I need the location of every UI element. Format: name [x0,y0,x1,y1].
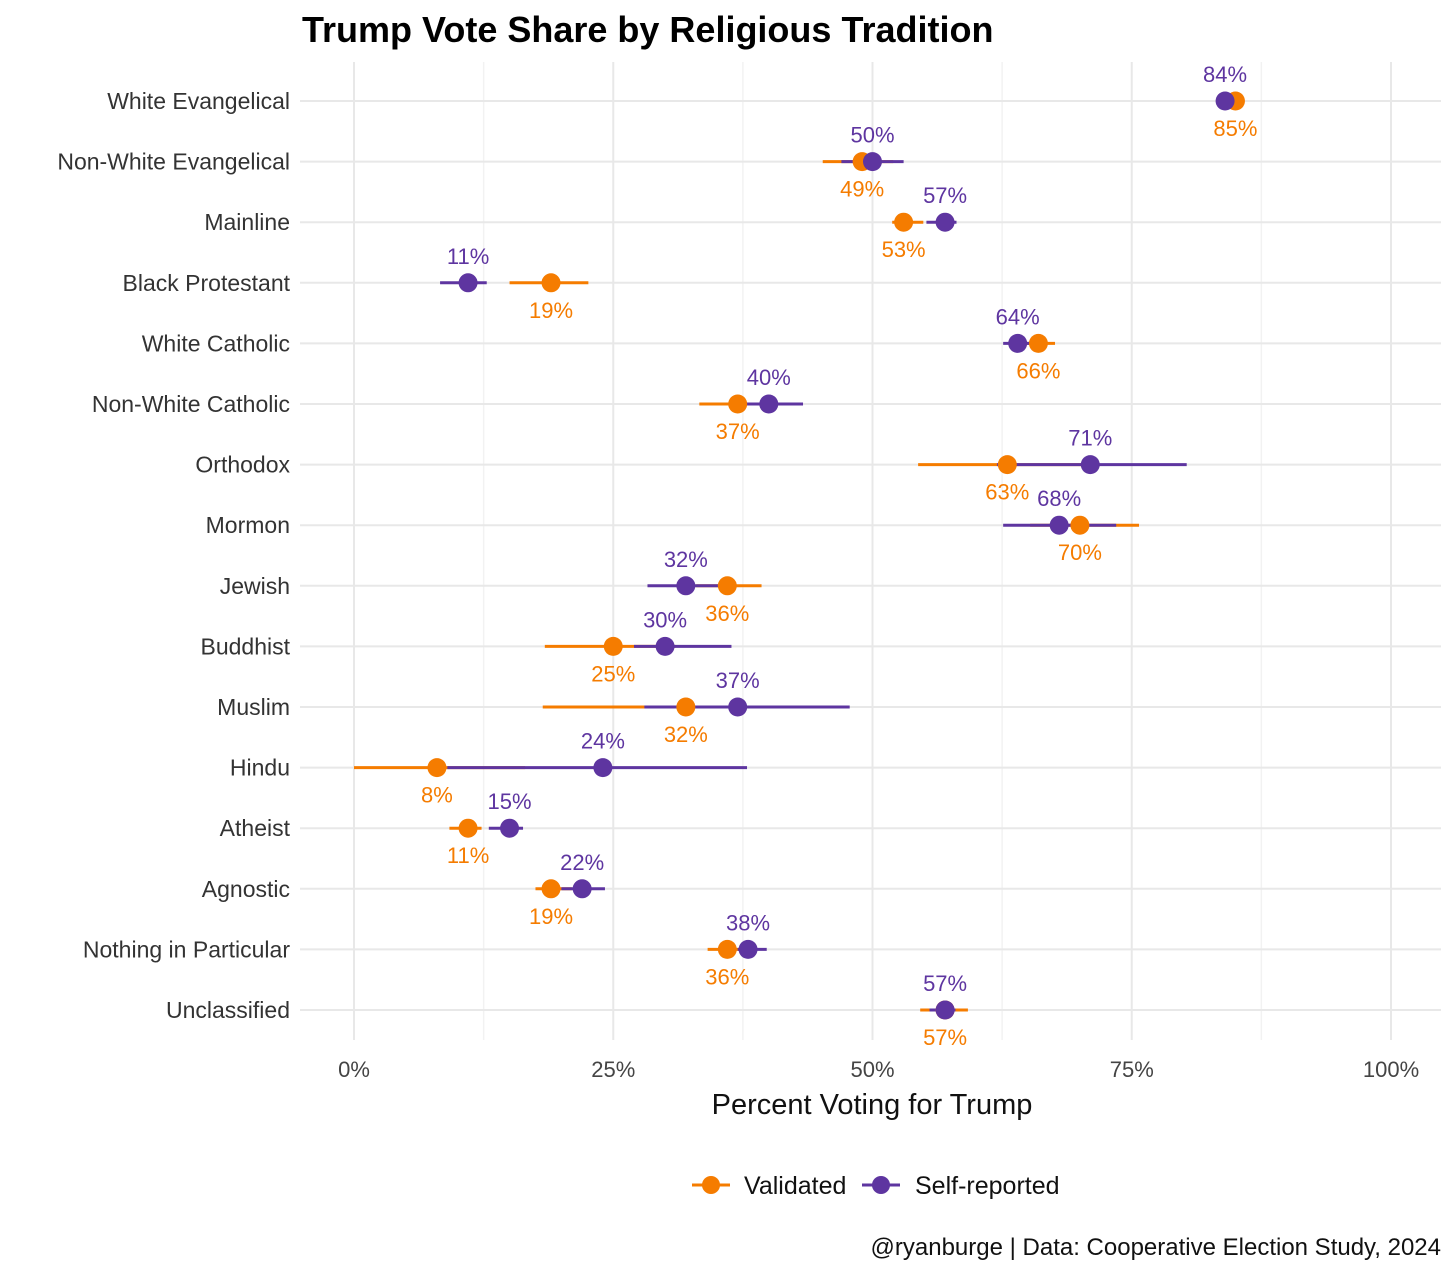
point-self-reported [572,879,592,899]
data-label-self-reported: 50% [850,123,894,148]
x-tick-labels: 0% 25% 50% 75% 100% [338,1057,1419,1082]
category-label: Mormon [206,512,290,538]
data-label-validated: 36% [705,964,749,989]
point-self-reported [500,818,520,838]
x-tick-label: 25% [591,1057,635,1082]
category-label: White Evangelical [107,88,290,114]
data-label-self-reported: 15% [488,789,532,814]
data-label-validated: 37% [716,419,760,444]
data-label-self-reported: 24% [581,729,625,754]
data-label-self-reported: 57% [923,971,967,996]
category-label: Buddhist [200,633,290,659]
data-label-validated: 8% [421,783,453,808]
point-validated [717,576,737,596]
x-tick-label: 50% [850,1057,894,1082]
data-label-validated: 63% [985,480,1029,505]
point-self-reported [1049,515,1069,535]
data-label-self-reported: 57% [923,183,967,208]
data-label-self-reported: 30% [643,607,687,632]
data-label-validated: 32% [664,722,708,747]
gridlines [300,62,1441,1040]
point-self-reported [458,273,478,293]
data-label-validated: 36% [705,601,749,626]
point-self-reported [1008,333,1028,353]
chart-title: Trump Vote Share by Religious Tradition [302,9,993,50]
data-label-self-reported: 64% [996,304,1040,329]
data-label-self-reported: 68% [1037,486,1081,511]
point-validated [997,455,1017,475]
category-label: Black Protestant [123,270,291,296]
data-label-validated: 53% [882,237,926,262]
point-self-reported [655,636,675,656]
point-validated [603,636,623,656]
point-self-reported [1080,455,1100,475]
point-validated [728,394,748,414]
data-label-validated: 70% [1058,540,1102,565]
x-axis-title: Percent Voting for Trump [712,1089,1033,1121]
data-label-self-reported: 40% [747,365,791,390]
legend-self-reported-marker [872,1176,890,1194]
category-label: Unclassified [166,997,290,1023]
point-validated [541,273,561,293]
point-validated [1070,515,1090,535]
point-validated [1028,333,1048,353]
point-self-reported [738,939,758,959]
category-label: Hindu [230,755,290,781]
data-label-self-reported: 22% [560,850,604,875]
point-validated [427,758,447,778]
point-validated [541,879,561,899]
data-label-self-reported: 32% [664,547,708,572]
x-tick-label: 100% [1363,1057,1419,1082]
caption: @ryanburge | Data: Cooperative Election … [871,1234,1441,1261]
data-label-validated: 49% [840,177,884,202]
data-label-self-reported: 38% [726,910,770,935]
category-label: Non-White Catholic [92,391,290,417]
point-self-reported [593,758,613,778]
data-label-validated: 85% [1213,116,1257,141]
category-label: Orthodox [195,452,290,478]
legend-validated-marker [702,1176,720,1194]
point-validated [894,212,914,232]
data-label-validated: 57% [923,1025,967,1050]
data-label-validated: 19% [529,298,573,323]
data-label-self-reported: 11% [447,244,489,269]
category-labels: White Evangelical Non-White Evangelical Ma… [57,88,290,1023]
point-self-reported [1215,91,1235,111]
x-tick-label: 75% [1110,1057,1154,1082]
data-label-self-reported: 84% [1203,62,1247,87]
point-self-reported [935,212,955,232]
point-self-reported [728,697,748,717]
category-label: Atheist [220,815,291,841]
point-validated [717,939,737,959]
point-self-reported [935,1000,955,1020]
data-label-validated: 19% [529,904,573,929]
data-label-validated: 66% [1016,358,1060,383]
x-tick-label: 0% [338,1057,370,1082]
data-label-self-reported: 71% [1068,426,1112,451]
data-label-validated: 25% [591,661,635,686]
data-label-validated: 11% [447,843,489,868]
point-self-reported [863,152,882,172]
point-validated [676,697,696,717]
legend-self-reported-label: Self-reported [915,1172,1060,1200]
legend-validated-label: Validated [744,1172,846,1200]
category-label: Nothing in Particular [83,936,290,962]
category-label: White Catholic [142,330,290,356]
data-label-self-reported: 37% [716,668,760,693]
category-label: Mainline [204,209,290,235]
category-label: Non-White Evangelical [57,149,290,175]
point-validated [458,818,478,838]
point-self-reported [676,576,696,596]
category-label: Muslim [217,694,290,720]
data-marks: 85% 49% 53% 19% 66% 37% 63% 70% 36% 25% 32% 8% 11% 19… [354,62,1257,1050]
category-label: Jewish [220,573,290,599]
category-label: Agnostic [202,876,290,902]
point-self-reported [759,394,779,414]
legend: Validated Self-reported [692,1172,1060,1200]
